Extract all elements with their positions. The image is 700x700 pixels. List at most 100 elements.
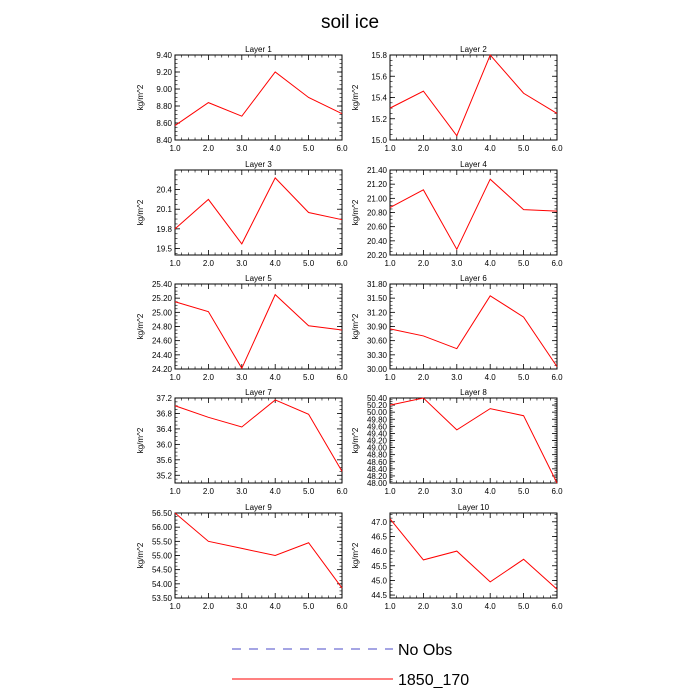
y-tick-label: 48.60 — [367, 458, 388, 467]
y-tick-label: 19.5 — [156, 244, 172, 253]
series-line — [389, 54, 558, 137]
x-tick-label: 3.0 — [451, 602, 463, 611]
panel-title: Layer 10 — [458, 503, 490, 512]
x-tick-label: 1.0 — [384, 487, 396, 496]
plot-frame — [389, 283, 558, 370]
x-tick-label: 4.0 — [485, 373, 497, 382]
x-tick-label: 5.0 — [518, 373, 530, 382]
series-line — [389, 295, 558, 367]
y-tick-label: 20.20 — [367, 251, 388, 260]
y-axis-label: kg/m^2 — [351, 84, 360, 110]
x-tick-label: 2.0 — [418, 144, 430, 153]
panel-layer-5: Layer 5 1.0 2.0 3.0 4.0 5.0 6.0 24.20 24.40 24.60… — [136, 274, 348, 382]
panel-layer-8: Layer 8 1.0 2.0 3.0 4.0 5.0 6.0 48.0048.2048.40… — [351, 388, 563, 496]
x-tick-label: 4.0 — [270, 144, 282, 153]
series-line — [174, 512, 343, 589]
y-tick-label: 49.60 — [367, 422, 388, 431]
x-tick-label: 4.0 — [270, 487, 282, 496]
legend-item: No Obs — [232, 642, 452, 659]
y-tick-label: 49.80 — [367, 415, 388, 424]
y-tick-label: 31.50 — [367, 294, 388, 303]
x-tick-label: 6.0 — [551, 373, 563, 382]
panel-title: Layer 2 — [460, 45, 487, 54]
y-tick-label: 8.80 — [156, 102, 172, 111]
x-tick-label: 3.0 — [236, 259, 248, 268]
x-tick-label: 6.0 — [336, 373, 348, 382]
y-axis-label: kg/m^2 — [351, 427, 360, 453]
y-tick-label: 21.40 — [367, 166, 388, 175]
y-tick-label: 24.40 — [152, 351, 173, 360]
x-tick-label: 2.0 — [418, 602, 430, 611]
x-tick-label: 6.0 — [336, 487, 348, 496]
y-tick-label: 20.4 — [156, 186, 172, 195]
y-tick-label: 31.20 — [367, 308, 388, 317]
x-tick-label: 2.0 — [203, 602, 215, 611]
y-tick-label: 36.0 — [156, 440, 172, 449]
y-tick-label: 55.00 — [152, 552, 173, 561]
x-tick-label: 2.0 — [418, 259, 430, 268]
x-tick-label: 6.0 — [551, 602, 563, 611]
y-tick-label: 15.4 — [371, 94, 387, 103]
panel-title: Layer 5 — [245, 274, 272, 283]
y-tick-label: 24.80 — [152, 323, 173, 332]
y-tick-label: 35.2 — [156, 471, 172, 480]
plot-frame — [174, 512, 343, 599]
y-tick-label: 35.6 — [156, 456, 172, 465]
x-tick-label: 2.0 — [418, 487, 430, 496]
legend: No Obs 1850_170 — [232, 642, 469, 689]
x-tick-label: 2.0 — [203, 487, 215, 496]
chart-title: soil ice — [321, 12, 379, 33]
y-tick-label: 56.00 — [152, 523, 173, 532]
y-tick-label: 30.30 — [367, 351, 388, 360]
panel-layer-9: Layer 9 1.0 2.0 3.0 4.0 5.0 6.0 53.50 54.00 54.50… — [136, 503, 348, 611]
y-tick-label: 47.0 — [371, 518, 387, 527]
series-line — [174, 399, 343, 472]
y-tick-label: 30.60 — [367, 337, 388, 346]
panel-layer-6: Layer 6 1.0 2.0 3.0 4.0 5.0 6.0 30.00 30.30 30.60… — [351, 274, 563, 382]
y-tick-label: 50.00 — [367, 408, 388, 417]
plot-frame — [174, 54, 343, 141]
y-tick-label: 45.0 — [371, 576, 387, 585]
y-tick-label: 24.20 — [152, 365, 173, 374]
x-tick-label: 1.0 — [169, 487, 181, 496]
y-tick-label: 15.0 — [371, 136, 387, 145]
x-tick-label: 1.0 — [169, 259, 181, 268]
series-line — [174, 176, 343, 245]
x-tick-label: 5.0 — [518, 259, 530, 268]
panel-layer-1: Layer 1 1.0 2.0 3.0 4.0 5.0 6.0 8.40 8.60 8.80 9.0… — [136, 45, 348, 153]
y-axis-label: kg/m^2 — [136, 542, 145, 568]
y-tick-label: 21.20 — [367, 180, 388, 189]
y-tick-label: 30.00 — [367, 365, 388, 374]
plot-frame — [389, 512, 558, 599]
x-tick-label: 2.0 — [203, 373, 215, 382]
y-tick-label: 20.40 — [367, 237, 388, 246]
y-tick-label: 19.8 — [156, 225, 172, 234]
plot-frame — [389, 169, 558, 256]
y-axis-label: kg/m^2 — [351, 542, 360, 568]
y-tick-label: 31.80 — [367, 280, 388, 289]
y-axis-label: kg/m^2 — [351, 199, 360, 225]
x-tick-label: 6.0 — [551, 144, 563, 153]
y-tick-label: 48.00 — [367, 479, 388, 488]
legend-label: No Obs — [398, 642, 452, 659]
y-tick-label: 21.00 — [367, 194, 388, 203]
x-tick-label: 4.0 — [485, 259, 497, 268]
legend-item: 1850_170 — [232, 672, 469, 689]
x-tick-label: 5.0 — [518, 602, 530, 611]
panel-layer-10: Layer 10 1.0 2.0 3.0 4.0 5.0 6.0 44.5 45.0 45.5 46… — [351, 503, 563, 611]
y-tick-label: 8.60 — [156, 119, 172, 128]
x-tick-label: 1.0 — [384, 602, 396, 611]
panel-title: Layer 3 — [245, 160, 272, 169]
x-tick-label: 5.0 — [518, 487, 530, 496]
panels: Layer 1 1.0 2.0 3.0 4.0 5.0 6.0 8.40 8.60 8.80 9.0… — [136, 45, 563, 611]
x-tick-label: 3.0 — [451, 373, 463, 382]
y-tick-label: 46.5 — [371, 532, 387, 541]
x-tick-label: 6.0 — [336, 602, 348, 611]
x-tick-label: 2.0 — [203, 259, 215, 268]
y-tick-label: 46.0 — [371, 547, 387, 556]
plot-frame — [389, 54, 558, 141]
panel-layer-4: Layer 4 1.0 2.0 3.0 4.0 5.0 6.0 20.20 20.40 20.60… — [351, 160, 563, 268]
y-tick-label: 20.60 — [367, 223, 388, 232]
x-tick-label: 5.0 — [303, 487, 315, 496]
